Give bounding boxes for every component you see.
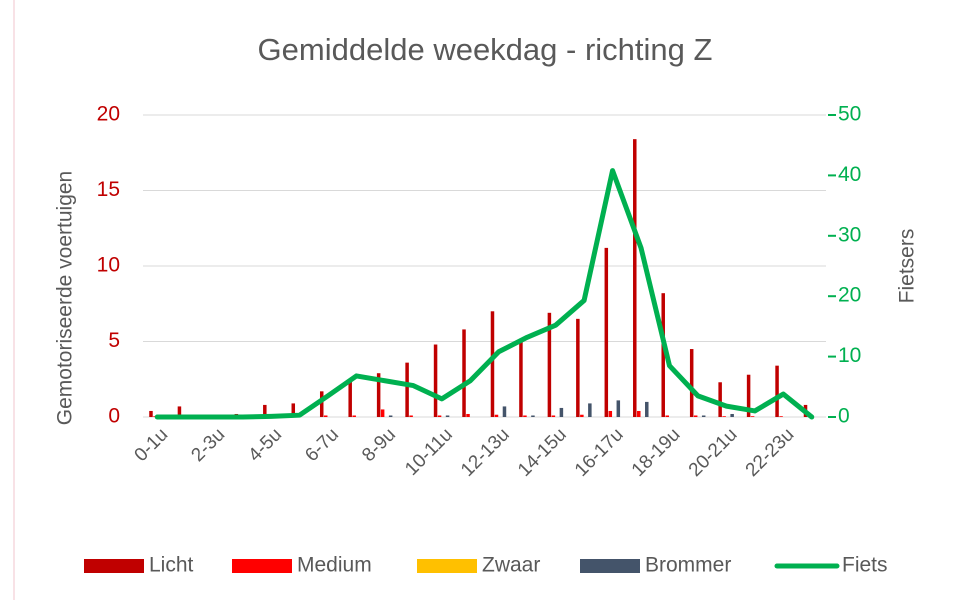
bar bbox=[693, 415, 698, 417]
x-tick-label: 4-5u bbox=[244, 424, 286, 466]
x-tick-label: 2-3u bbox=[187, 424, 229, 466]
bar bbox=[718, 382, 722, 417]
legend-label: Fiets bbox=[842, 554, 888, 577]
bar bbox=[494, 414, 499, 417]
legend-swatch bbox=[232, 559, 292, 573]
bar bbox=[323, 415, 328, 417]
x-tick-label: 20-21u bbox=[685, 424, 742, 481]
y2-tick-label: 50 bbox=[838, 103, 861, 126]
x-tick-label: 12-13u bbox=[457, 424, 514, 481]
y-tick-label: 5 bbox=[108, 329, 120, 352]
bar bbox=[291, 403, 296, 417]
y2-tick-label: 10 bbox=[838, 344, 861, 367]
bar bbox=[405, 362, 409, 417]
bar bbox=[462, 329, 466, 417]
bar bbox=[531, 415, 535, 417]
bar bbox=[177, 406, 182, 417]
bar bbox=[319, 391, 324, 417]
x-tick-label: 8-9u bbox=[358, 424, 400, 466]
legend-swatch bbox=[84, 559, 144, 573]
bar bbox=[547, 312, 552, 417]
bar bbox=[409, 415, 413, 417]
legend-label: Brommer bbox=[645, 554, 731, 577]
chart-title: Gemiddelde weekdag - richting Z bbox=[258, 32, 713, 67]
bar bbox=[437, 415, 442, 417]
legend-label: Licht bbox=[149, 554, 194, 577]
x-tick-label: 0-1u bbox=[131, 424, 173, 466]
bar bbox=[645, 401, 649, 417]
x-tick-label: 10-11u bbox=[401, 424, 457, 480]
bar bbox=[352, 415, 356, 417]
bar bbox=[637, 410, 641, 417]
bar bbox=[604, 247, 609, 417]
bar bbox=[502, 406, 507, 417]
y2-axis-title: Fietsers bbox=[896, 229, 919, 304]
legend-swatch bbox=[580, 559, 640, 573]
x-tick-label: 6-7u bbox=[301, 424, 343, 466]
bar bbox=[149, 410, 153, 417]
y-tick-label: 15 bbox=[97, 178, 120, 201]
y2-tick-label: 40 bbox=[838, 163, 861, 186]
x-tick-label: 14-15u bbox=[514, 424, 571, 481]
bar bbox=[661, 293, 665, 417]
bar bbox=[730, 413, 734, 417]
y-tick-label: 20 bbox=[97, 103, 120, 126]
bar bbox=[580, 414, 584, 417]
bar bbox=[433, 344, 438, 417]
x-tick-label: 16-17u bbox=[571, 424, 628, 481]
bar bbox=[689, 349, 694, 417]
bar bbox=[588, 403, 592, 417]
bar bbox=[376, 373, 381, 417]
y-tick-label: 10 bbox=[97, 254, 120, 277]
legend-label: Zwaar bbox=[482, 554, 540, 577]
bar bbox=[263, 404, 267, 417]
bar bbox=[633, 139, 637, 417]
bar bbox=[519, 338, 523, 417]
bar bbox=[445, 415, 450, 417]
bar bbox=[576, 318, 580, 417]
bar bbox=[701, 415, 706, 417]
bar bbox=[750, 416, 755, 417]
bar bbox=[746, 374, 751, 417]
bar bbox=[665, 415, 669, 417]
bar bbox=[388, 415, 393, 417]
bar bbox=[559, 407, 564, 417]
bar bbox=[722, 416, 726, 417]
bar bbox=[608, 410, 613, 417]
bar bbox=[466, 413, 470, 417]
bar bbox=[616, 400, 621, 417]
bar bbox=[551, 415, 556, 417]
legend-label: Medium bbox=[297, 554, 372, 577]
bar bbox=[779, 416, 783, 417]
x-tick-label: 22-23u bbox=[742, 424, 799, 481]
y2-tick-label: 0 bbox=[838, 405, 850, 428]
line bbox=[154, 168, 815, 420]
bar bbox=[380, 409, 385, 417]
y2-tick-label: 20 bbox=[838, 284, 861, 307]
x-tick-label: 18-19u bbox=[628, 424, 685, 481]
y2-tick-label: 30 bbox=[838, 223, 861, 246]
y-axis-title: Gemotoriseerde voertuigen bbox=[54, 171, 77, 425]
y-tick-label: 0 bbox=[108, 405, 120, 428]
bar bbox=[523, 415, 527, 417]
bar bbox=[490, 311, 495, 417]
bar bbox=[348, 380, 352, 417]
legend-swatch bbox=[417, 559, 477, 573]
bar bbox=[775, 365, 779, 417]
